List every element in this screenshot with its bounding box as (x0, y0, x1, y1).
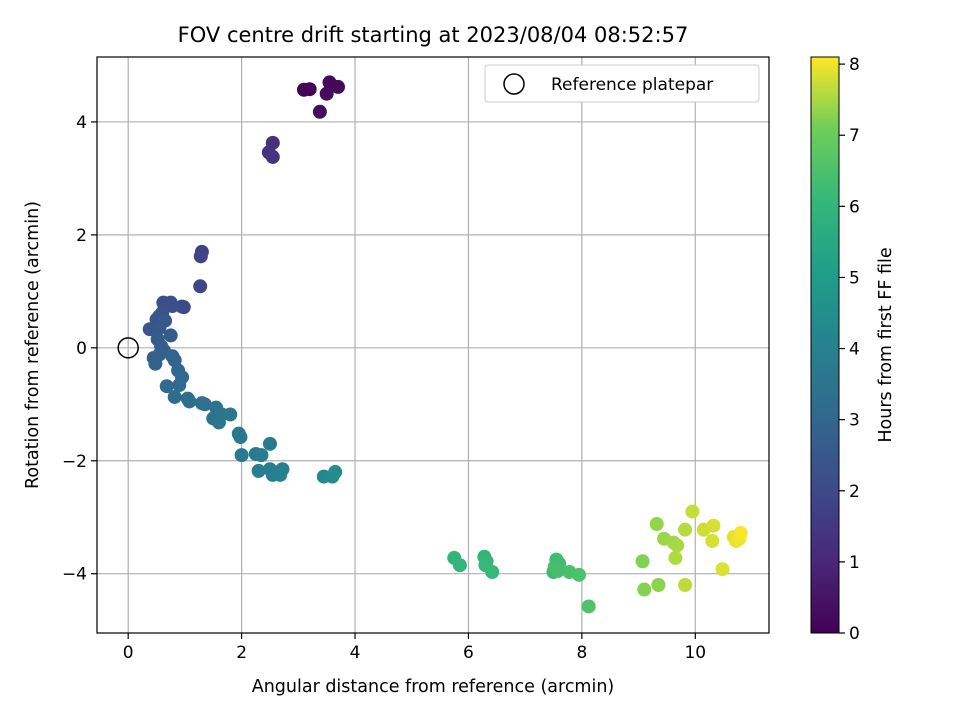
legend: Reference platepar (484, 64, 760, 103)
colorbar-tick-label: 3 (849, 411, 860, 431)
colorbar-gradient (810, 56, 840, 634)
colorbar-tick-label: 6 (849, 197, 860, 217)
data-point (635, 554, 650, 569)
data-point (551, 563, 566, 578)
data-point (262, 436, 277, 451)
plot-frame (96, 56, 770, 634)
data-point (167, 389, 182, 404)
data-point (182, 394, 197, 409)
data-point (705, 533, 720, 548)
data-point (197, 397, 212, 412)
x-tick-label: 2 (236, 643, 247, 663)
data-point (312, 104, 327, 119)
data-point (193, 249, 208, 264)
legend-label-reference: Reference platepar (551, 75, 713, 95)
data-point (649, 517, 664, 532)
data-point (637, 582, 652, 597)
data-point (273, 467, 288, 482)
data-point (172, 378, 187, 393)
y-tick-label: 2 (76, 226, 87, 246)
data-point (678, 578, 693, 592)
data-point (148, 356, 163, 371)
y-axis-ticks: −4 −2 0 2 4 (62, 113, 97, 585)
x-tick-label: 10 (684, 643, 706, 663)
data-point (234, 448, 249, 463)
y-tick-label: −4 (62, 565, 87, 585)
data-point (651, 578, 666, 592)
data-point (581, 599, 596, 614)
y-tick-label: −2 (62, 452, 87, 472)
legend-box (484, 64, 760, 103)
data-point (163, 328, 178, 343)
chart-title: FOV centre drift starting at 2023/08/04 … (178, 23, 689, 47)
data-point (685, 504, 700, 519)
data-point (733, 526, 748, 541)
x-tick-label: 0 (123, 643, 134, 663)
x-tick-label: 6 (463, 643, 474, 663)
colorbar-ticks: 0 1 2 3 4 5 6 7 8 (839, 55, 860, 644)
data-point (328, 465, 343, 480)
y-tick-label: 4 (76, 113, 87, 133)
data-point (668, 550, 683, 565)
data-point (715, 562, 730, 577)
colorbar-tick-label: 4 (849, 340, 860, 360)
colorbar-tick-label: 7 (849, 126, 860, 146)
colorbar-tick-label: 8 (849, 55, 860, 75)
colorbar-tick-label: 0 (849, 624, 860, 644)
data-point (319, 86, 334, 101)
data-point (233, 430, 248, 445)
grid-lines (97, 57, 769, 633)
x-tick-label: 8 (576, 643, 587, 663)
colorbar-tick-label: 1 (849, 553, 860, 573)
data-point (223, 407, 238, 422)
colorbar-tick-label: 2 (849, 482, 860, 502)
data-point (331, 79, 346, 94)
colorbar-label: Hours from first FF file (876, 247, 896, 442)
data-point (452, 558, 467, 573)
colorbar: 0 1 2 3 4 5 6 7 8 Hours from first FF file (810, 55, 896, 644)
reference-platepar-marker (117, 337, 139, 359)
data-point (158, 313, 173, 328)
data-point (678, 522, 693, 537)
data-point (302, 82, 317, 97)
y-axis-label: Rotation from reference (arcmin) (23, 201, 43, 489)
x-axis-ticks: 0 2 4 6 8 10 (123, 633, 706, 663)
data-point (706, 518, 721, 533)
x-axis-label: Angular distance from reference (arcmin) (252, 677, 615, 697)
data-point (254, 448, 269, 463)
data-point (485, 565, 500, 580)
data-point (193, 279, 208, 294)
y-tick-label: 0 (76, 339, 87, 359)
colorbar-tick-label: 5 (849, 268, 860, 288)
data-points (117, 75, 748, 614)
x-tick-label: 4 (350, 643, 361, 663)
data-point (265, 149, 280, 164)
data-point (670, 538, 685, 553)
data-point (572, 567, 587, 582)
data-point (251, 463, 266, 478)
data-point (159, 379, 174, 394)
legend-marker-reference (503, 73, 525, 95)
data-point (165, 299, 180, 314)
